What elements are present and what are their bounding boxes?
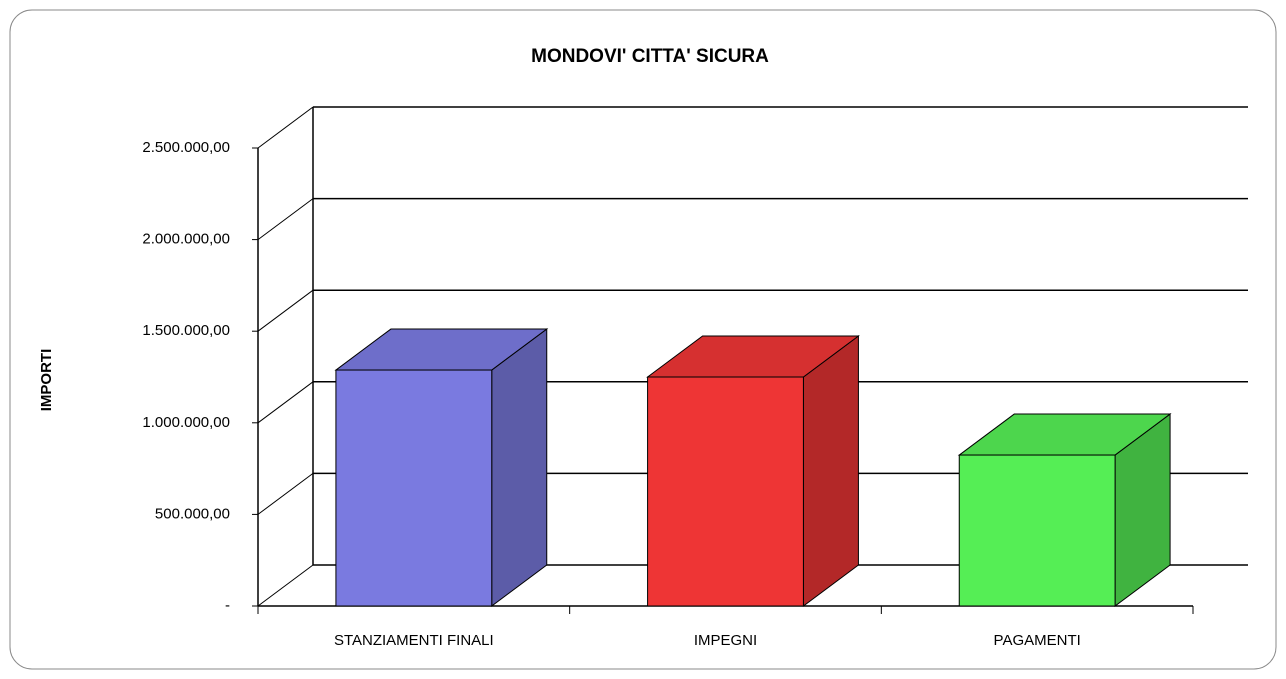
y-tick-label: 1.500.000,00 <box>142 322 230 339</box>
x-tick-label: STANZIAMENTI FINALI <box>334 632 494 649</box>
bar-side <box>802 335 859 607</box>
y-tick-label: 2.500.000,00 <box>142 139 230 156</box>
bar <box>647 376 804 607</box>
y-tick-label: - <box>225 597 230 614</box>
grid-line-side <box>257 289 314 332</box>
grid-line-side <box>257 564 314 607</box>
y-axis-label: IMPORTI <box>38 349 55 412</box>
y-tick-label: 1.000.000,00 <box>142 414 230 431</box>
x-tick-label: IMPEGNI <box>694 632 757 649</box>
bar <box>335 369 493 607</box>
grid-line-side <box>257 381 314 424</box>
chart-title: MONDOVI' CITTA' SICURA <box>531 46 769 67</box>
grid-line-side <box>257 472 314 515</box>
grid-line-side <box>257 198 314 241</box>
y-tick-label: 500.000,00 <box>155 505 230 522</box>
x-tick-label: PAGAMENTI <box>994 632 1081 649</box>
bar-side <box>491 328 548 607</box>
y-tick-label: 2.000.000,00 <box>142 231 230 248</box>
grid-line-side <box>257 106 314 149</box>
bar <box>958 454 1116 607</box>
